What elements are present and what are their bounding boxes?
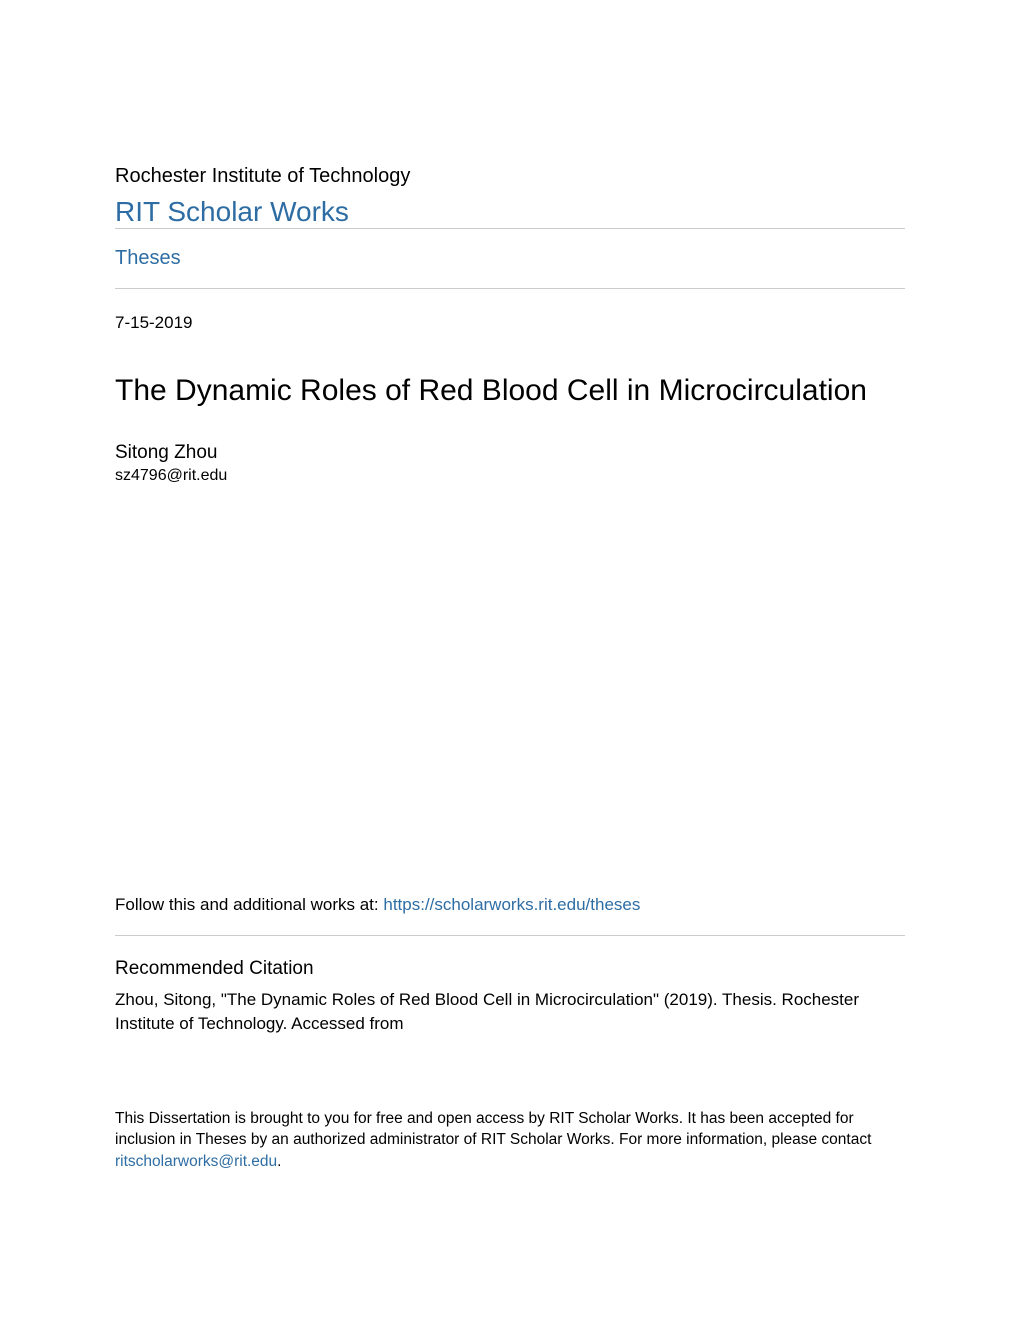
disclaimer-paragraph: This Dissertation is brought to you for … (115, 1108, 905, 1173)
content-spacer (115, 485, 905, 895)
collection-link[interactable]: Theses (115, 229, 905, 288)
document-title: The Dynamic Roles of Red Blood Cell in M… (115, 371, 905, 410)
follow-theses-link[interactable]: https://scholarworks.rit.edu/theses (383, 895, 640, 914)
follow-works-line: Follow this and additional works at: htt… (115, 895, 905, 935)
author-email: sz4796@rit.edu (115, 467, 905, 485)
author-name: Sitong Zhou (115, 442, 905, 464)
collection-link-text: Theses (115, 247, 181, 269)
disclaimer-text: This Dissertation is brought to you for … (115, 1110, 871, 1149)
citation-text: Zhou, Sitong, "The Dynamic Roles of Red … (115, 988, 905, 1036)
publication-date: 7-15-2019 (115, 289, 905, 333)
repository-name-link[interactable]: RIT Scholar Works (115, 196, 905, 228)
citation-heading: Recommended Citation (115, 936, 905, 980)
repository-name-text: RIT Scholar Works (115, 196, 349, 227)
contact-email-link[interactable]: ritscholarworks@rit.edu (115, 1153, 277, 1170)
follow-prefix: Follow this and additional works at: (115, 895, 383, 914)
disclaimer-period: . (277, 1153, 281, 1170)
institution-name: Rochester Institute of Technology (115, 165, 905, 188)
